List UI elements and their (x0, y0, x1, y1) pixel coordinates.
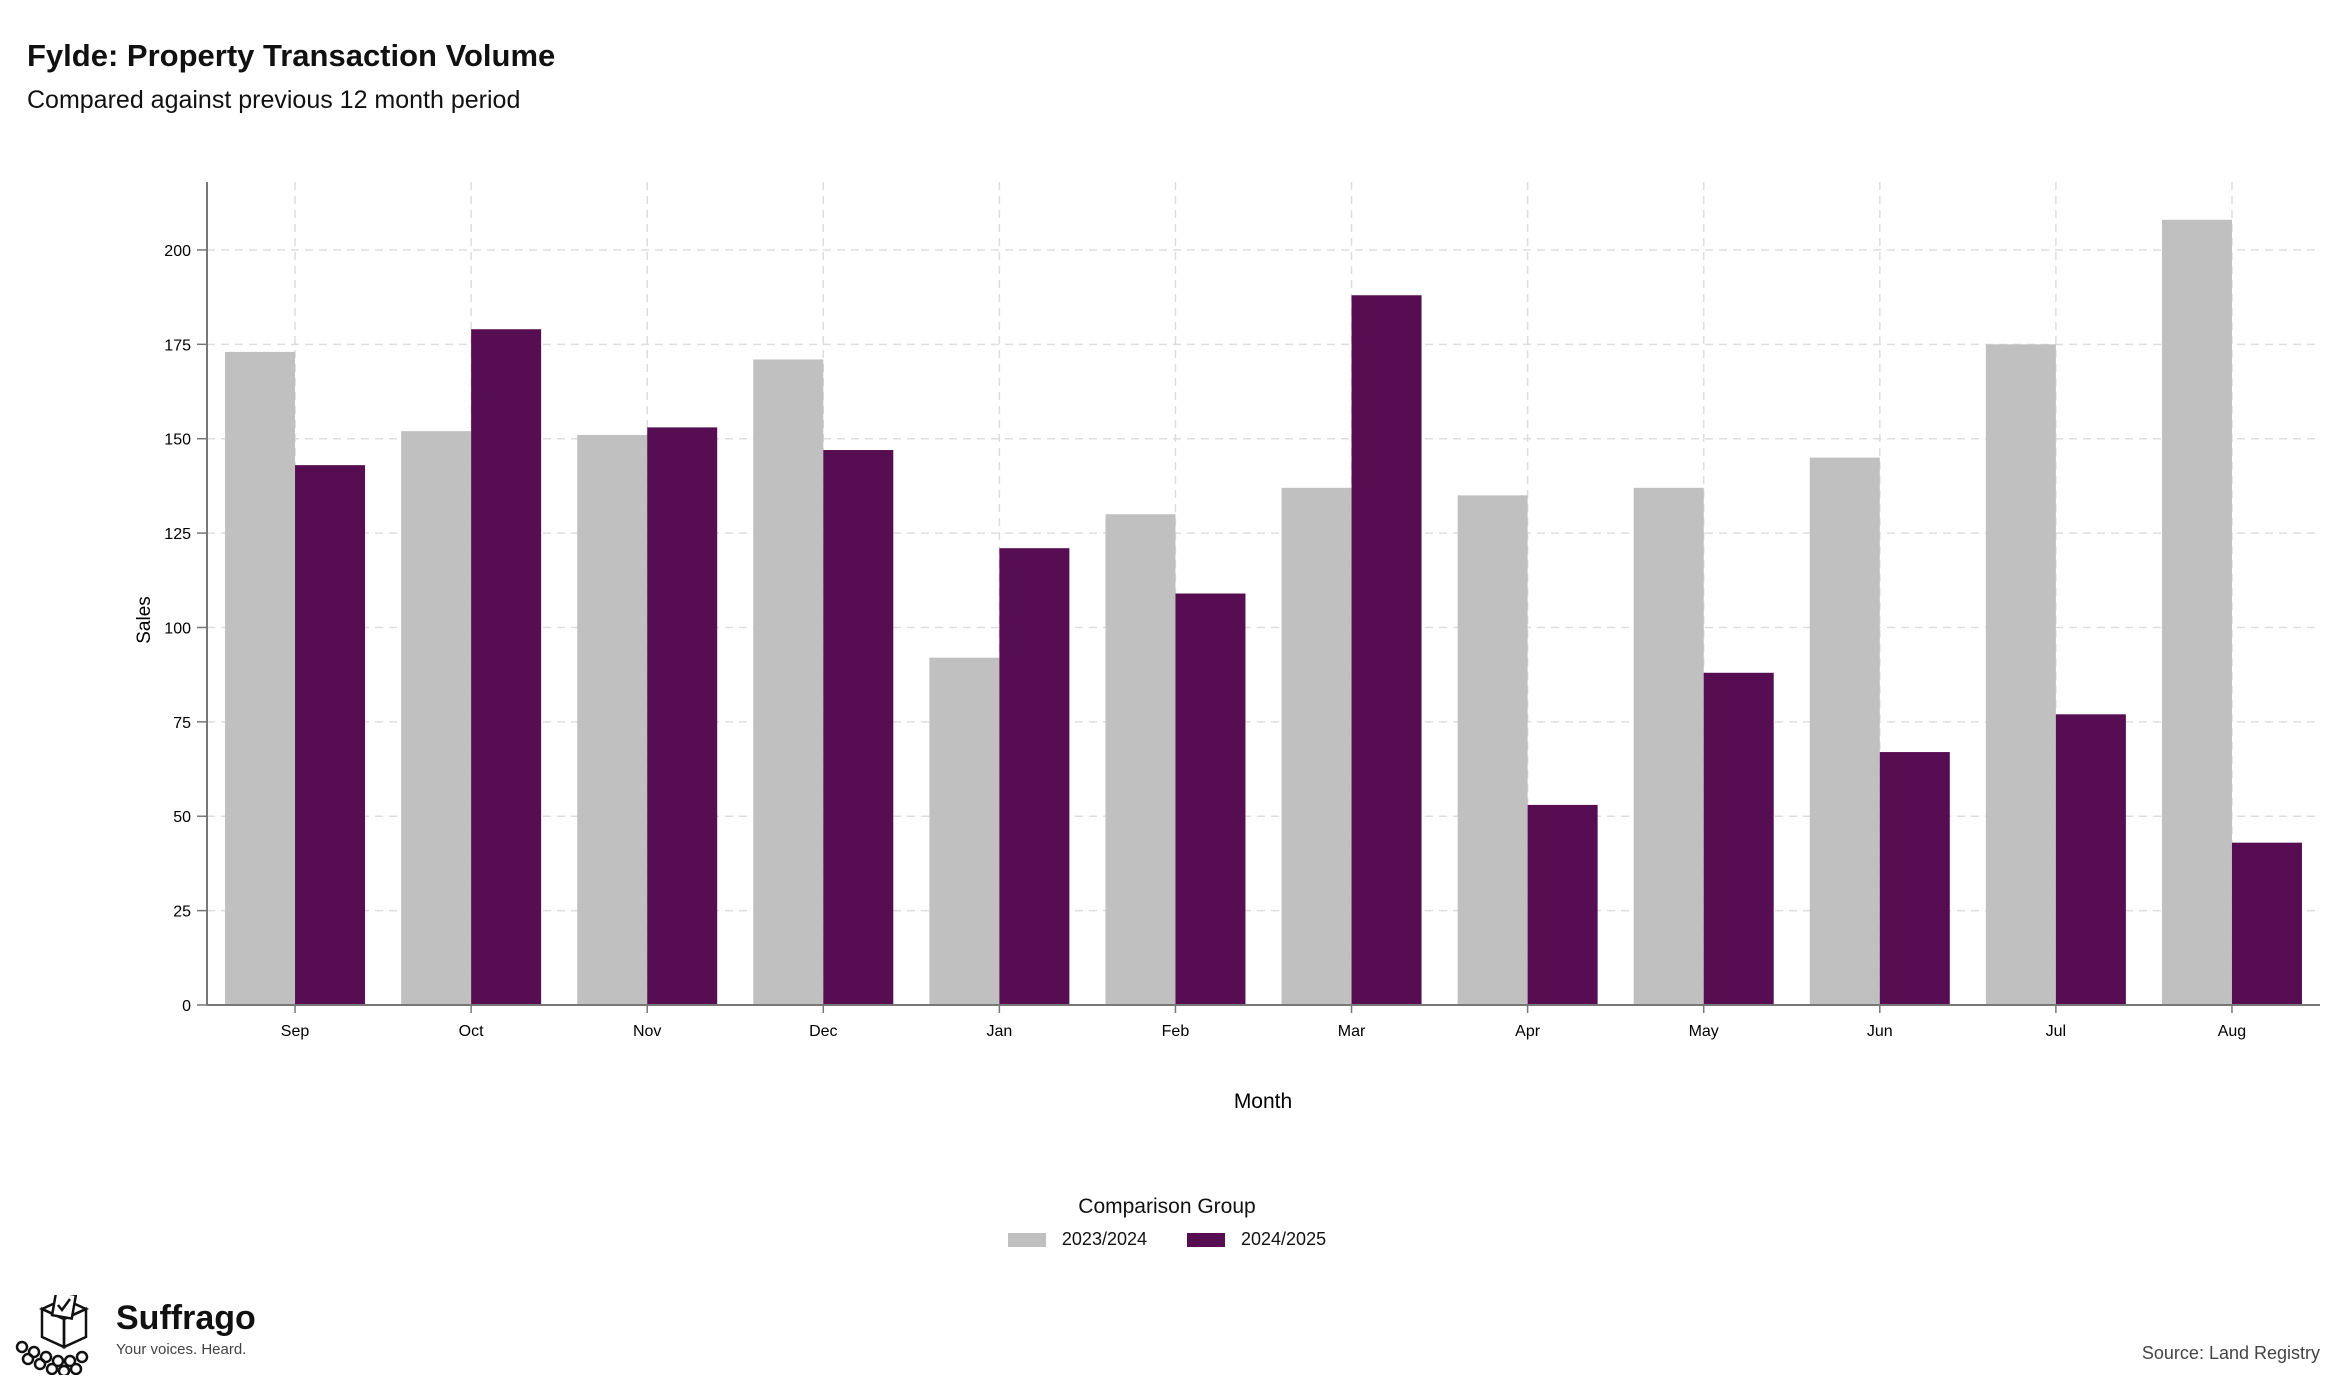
bar-2023-2024-apr (1457, 495, 1528, 1005)
x-tick-label: Jan (986, 1023, 1012, 1040)
bar-2023-2024-dec (753, 359, 824, 1005)
x-tick-label: May (1689, 1023, 1719, 1040)
bar-2024-2025-dec (823, 450, 894, 1006)
y-tick-label: 50 (173, 809, 191, 826)
y-tick-label: 175 (164, 337, 191, 354)
legend-label: 2024/2025 (1241, 1229, 1327, 1249)
bars (225, 219, 2302, 1006)
x-tick-label: Feb (1162, 1023, 1190, 1040)
source-note: Source: Land Registry (2141, 1343, 2320, 1363)
x-axis-label: Month (1234, 1090, 1292, 1113)
bar-2023-2024-jan (929, 657, 1000, 1005)
bar-2024-2025-apr (1527, 804, 1598, 1005)
x-tick-label: Nov (633, 1023, 661, 1040)
y-tick-label: 0 (182, 998, 191, 1015)
y-axis-label: Sales (134, 596, 155, 644)
legend-item-2024-2025: 2024/2025 (1187, 1229, 1326, 1250)
bar-2023-2024-nov (577, 434, 648, 1005)
y-tick-label: 125 (164, 526, 191, 543)
legend-swatch (1007, 1232, 1046, 1247)
legend-item-2023-2024: 2023/2024 (1007, 1229, 1147, 1250)
y-tick-label: 75 (173, 715, 191, 732)
bar-2023-2024-jun (1809, 457, 1880, 1005)
ballot-box-icon (15, 1295, 90, 1375)
axes (197, 182, 2320, 1013)
legend-label: 2023/2024 (1061, 1229, 1147, 1249)
legend: Comparison Group 2023/2024 2024/2025 (0, 1195, 2334, 1250)
x-tick-label: Mar (1338, 1023, 1366, 1040)
brand-tagline: Your voices. Heard. (116, 1341, 247, 1358)
bar-2024-2025-sep (295, 465, 366, 1005)
bar-2023-2024-may (1633, 487, 1704, 1005)
bar-2023-2024-oct (401, 431, 472, 1005)
bar-2024-2025-feb (1175, 593, 1246, 1005)
x-tick-label: Sep (281, 1023, 310, 1040)
bar-2024-2025-aug (2231, 842, 2302, 1005)
bar-2024-2025-jan (999, 548, 1070, 1005)
bar-2023-2024-feb (1105, 514, 1176, 1005)
y-tick-label: 200 (164, 243, 191, 260)
legend-swatch (1187, 1232, 1225, 1247)
x-tick-label: Apr (1515, 1023, 1541, 1040)
bar-2024-2025-mar (1351, 295, 1422, 1006)
x-tick-label: Dec (809, 1023, 837, 1040)
x-tick-label: Jul (2046, 1023, 2066, 1040)
bar-2024-2025-nov (647, 427, 718, 1006)
x-tick-labels: Sep Oct Nov Dec Jan Feb Mar Apr May Jun Jul Aug (281, 1023, 2246, 1040)
chart-subtitle: Compared against previous 12 month perio… (27, 86, 521, 114)
bar-2023-2024-jul (1985, 344, 2056, 1006)
bar-chart: 0 25 50 75 100 125 150 175 200 Sep Oct Nov Dec Jan Fe… (134, 182, 2320, 1113)
bar-2024-2025-oct (471, 329, 542, 1005)
bar-2024-2025-may (1703, 672, 1774, 1005)
legend-title: Comparison Group (1078, 1195, 1256, 1218)
brand-logo: Suffrago Your voices. Heard. (14, 1295, 256, 1375)
bar-2023-2024-sep (225, 351, 296, 1005)
x-tick-label: Aug (2218, 1023, 2246, 1040)
y-tick-label: 150 (164, 432, 191, 449)
brand-name: Suffrago (116, 1299, 256, 1337)
y-tick-label: 100 (164, 620, 191, 637)
bar-2024-2025-jun (1879, 752, 1950, 1005)
y-tick-label: 25 (173, 904, 191, 921)
bar-2024-2025-jul (2055, 714, 2126, 1005)
bar-2023-2024-aug (2161, 219, 2232, 1005)
x-tick-label: Jun (1867, 1023, 1893, 1040)
chart-title: Fylde: Property Transaction Volume (27, 38, 556, 73)
y-tick-labels: 0 25 50 75 100 125 150 175 200 (164, 243, 191, 1015)
x-tick-label: Oct (459, 1023, 484, 1040)
bar-2023-2024-mar (1281, 487, 1352, 1005)
